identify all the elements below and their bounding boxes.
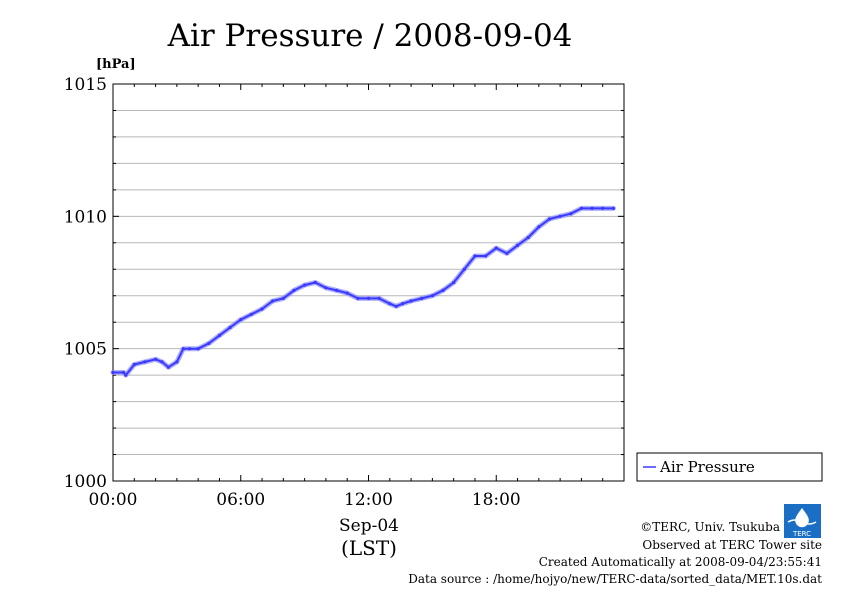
data-point: [394, 304, 398, 308]
data-point: [122, 370, 126, 375]
data-point: [281, 296, 285, 300]
created-text: Created Automatically at 2008-09-04/23:5…: [539, 555, 822, 569]
data-point: [124, 373, 128, 377]
observed-text: Observed at TERC Tower site: [642, 538, 822, 552]
legend-label: Air Pressure: [659, 458, 755, 476]
data-point: [324, 286, 328, 290]
data-point: [569, 212, 573, 216]
data-point: [160, 360, 164, 364]
data-point: [484, 254, 488, 258]
grid-lines: [113, 109, 624, 456]
data-point: [196, 347, 200, 351]
x-tick-label: 06:00: [216, 490, 265, 510]
data-point: [505, 251, 509, 255]
data-point: [441, 288, 445, 292]
x-tick-label: 12:00: [344, 490, 393, 510]
data-point: [249, 312, 253, 316]
data-point: [239, 318, 243, 322]
data-point: [154, 357, 158, 361]
data-point: [260, 307, 264, 311]
plot-frame: [112, 83, 625, 482]
y-tick-label: 1010: [64, 207, 107, 227]
x-axis-label-date: Sep-04: [339, 516, 399, 536]
data-point: [547, 217, 552, 221]
chart-title: Air Pressure / 2008-09-04: [167, 18, 573, 54]
terc-logo: TERC: [784, 504, 821, 538]
data-point: [494, 246, 498, 250]
data-point: [356, 296, 360, 300]
data-point: [366, 296, 371, 300]
data-point: [111, 370, 115, 375]
data-point: [303, 283, 307, 287]
data-point: [473, 254, 477, 258]
y-axis-unit-label: [hPa]: [96, 57, 136, 72]
data-point: [526, 235, 530, 240]
data-point: [132, 362, 136, 367]
x-tick-label: 18:00: [472, 490, 521, 510]
axis-ticks: [112, 83, 625, 482]
series-halo: [110, 205, 616, 378]
data-point: [420, 296, 424, 300]
logo-text: TERC: [792, 530, 811, 538]
data-point: [401, 302, 405, 306]
data-point: [143, 360, 147, 364]
data-point: [207, 341, 211, 345]
data-point: [228, 325, 232, 330]
data-point: [601, 206, 605, 210]
data-point: [271, 299, 275, 303]
data-point: [188, 347, 192, 351]
data-point: [558, 214, 562, 218]
y-tick-label: 1005: [64, 340, 107, 360]
data-point: [166, 365, 170, 369]
data-point: [579, 206, 584, 210]
data-point: [462, 267, 466, 271]
data-point: [313, 280, 317, 285]
data-point: [181, 347, 185, 351]
series-layer: [110, 205, 616, 378]
data-point: [590, 206, 594, 210]
copyright-text: ©TERC, Univ. Tsukuba: [640, 520, 780, 534]
credits-block: ©TERC, Univ. Tsukuba Observed at TERC To…: [408, 520, 822, 586]
data-point: [452, 280, 456, 285]
data-point: [175, 360, 179, 364]
x-tick-label: 00:00: [89, 490, 138, 510]
data-point: [537, 225, 541, 229]
data-point: [345, 291, 349, 295]
data-point: [388, 302, 392, 306]
data-point: [515, 243, 520, 247]
data-point: [409, 299, 413, 303]
legend: Air Pressure: [636, 452, 823, 482]
y-tick-label: 1015: [64, 75, 107, 95]
data-point: [611, 206, 616, 210]
y-tick-label: 1000: [64, 472, 107, 492]
source-text: Data source : /home/hojyo/new/TERC-data/…: [408, 572, 822, 586]
legend-box: [636, 452, 823, 482]
data-point: [430, 294, 434, 298]
x-axis-label-timezone: (LST): [341, 536, 397, 560]
series-line-air-pressure: [113, 207, 614, 377]
data-point: [335, 288, 339, 292]
data-point: [292, 288, 296, 292]
data-point: [217, 333, 222, 337]
data-point: [377, 296, 381, 300]
